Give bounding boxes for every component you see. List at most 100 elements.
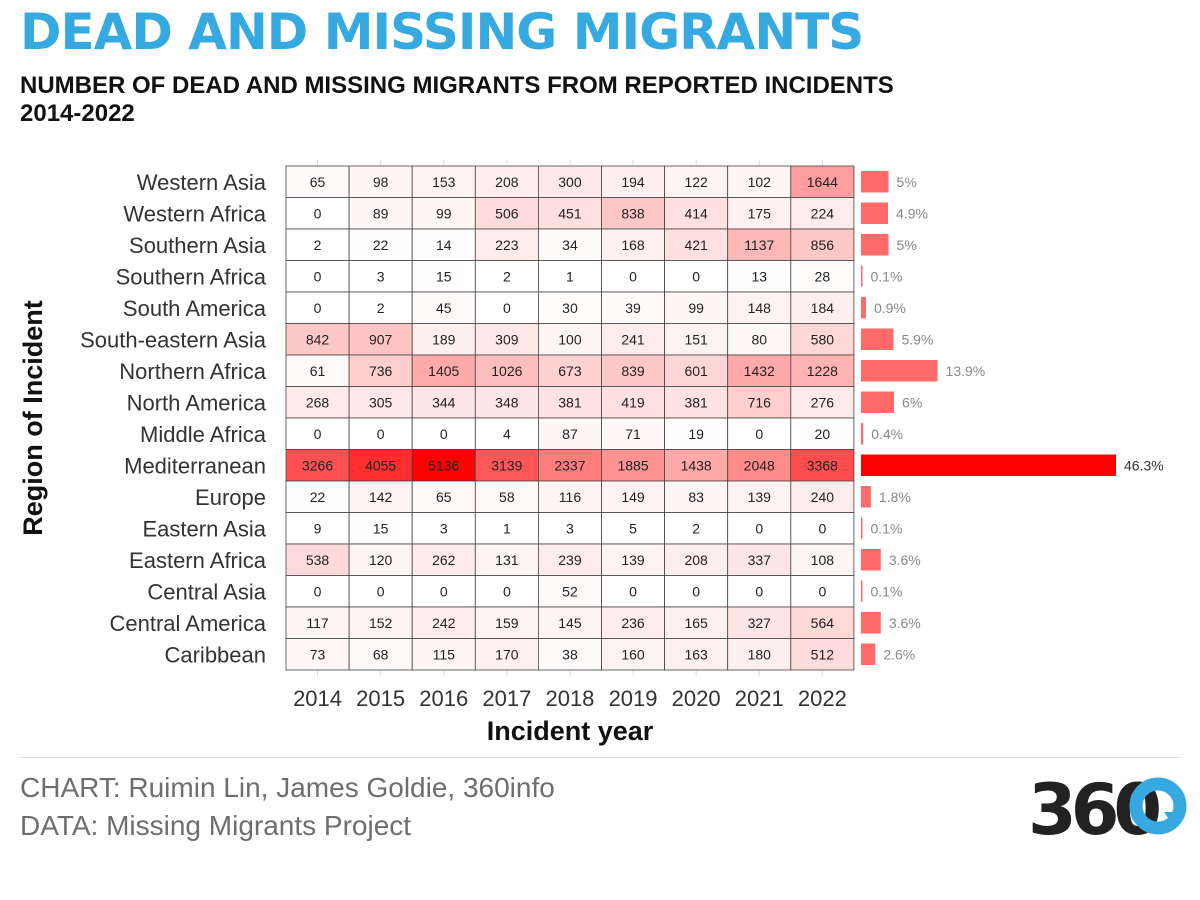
heatmap-cell[interactable] xyxy=(348,449,413,482)
heatmap-cell[interactable] xyxy=(664,638,729,671)
heatmap-cell[interactable] xyxy=(727,323,792,356)
share-bar[interactable] xyxy=(861,328,894,351)
heatmap-cell[interactable] xyxy=(790,197,855,230)
heatmap-cell[interactable] xyxy=(348,354,413,387)
share-bar[interactable] xyxy=(861,517,863,540)
heatmap-cell[interactable] xyxy=(411,480,476,513)
heatmap-cell[interactable] xyxy=(474,228,539,261)
heatmap-cell[interactable] xyxy=(790,575,855,608)
share-bar[interactable] xyxy=(861,360,938,382)
heatmap-cell[interactable] xyxy=(790,228,855,261)
heatmap-cell[interactable] xyxy=(790,354,855,387)
heatmap-cell[interactable] xyxy=(664,480,729,513)
heatmap-cell[interactable] xyxy=(727,449,792,482)
share-bar[interactable] xyxy=(861,171,889,193)
heatmap-cell[interactable] xyxy=(601,228,665,261)
heatmap-cell[interactable] xyxy=(411,606,476,639)
heatmap-cell[interactable] xyxy=(348,228,413,261)
heatmap-cell[interactable] xyxy=(474,165,539,198)
heatmap-cell[interactable] xyxy=(790,512,855,545)
heatmap-cell[interactable] xyxy=(474,260,539,293)
share-bar[interactable] xyxy=(861,265,863,288)
heatmap-cell[interactable] xyxy=(538,606,602,639)
heatmap-cell[interactable] xyxy=(538,354,602,387)
heatmap-cell[interactable] xyxy=(790,323,855,356)
heatmap-cell[interactable] xyxy=(790,260,855,293)
heatmap-cell[interactable] xyxy=(790,165,855,198)
heatmap-cell[interactable] xyxy=(601,575,665,608)
heatmap-cell[interactable] xyxy=(601,638,665,671)
heatmap-cell[interactable] xyxy=(601,512,665,545)
heatmap-cell[interactable] xyxy=(285,512,350,545)
heatmap-cell[interactable] xyxy=(727,575,792,608)
heatmap-cell[interactable] xyxy=(348,323,413,356)
share-bar[interactable] xyxy=(861,202,888,225)
share-bar[interactable] xyxy=(861,234,889,256)
heatmap-cell[interactable] xyxy=(664,228,729,261)
heatmap-cell[interactable] xyxy=(411,417,476,450)
heatmap-cell[interactable] xyxy=(411,543,476,576)
heatmap-cell[interactable] xyxy=(538,165,602,198)
heatmap-cell[interactable] xyxy=(538,260,602,293)
heatmap-cell[interactable] xyxy=(664,165,729,198)
heatmap-cell[interactable] xyxy=(474,323,539,356)
heatmap-cell[interactable] xyxy=(285,575,350,608)
heatmap-cell[interactable] xyxy=(474,575,539,608)
share-bar[interactable] xyxy=(861,549,881,571)
heatmap-cell[interactable] xyxy=(601,291,665,324)
360info-logo[interactable]: 360 xyxy=(1028,768,1188,848)
heatmap-cell[interactable] xyxy=(348,543,413,576)
heatmap-cell[interactable] xyxy=(727,165,792,198)
share-bar[interactable] xyxy=(861,486,871,508)
share-bar[interactable] xyxy=(861,612,881,634)
heatmap-cell[interactable] xyxy=(664,386,729,419)
share-bar[interactable] xyxy=(861,391,895,414)
heatmap-cell[interactable] xyxy=(538,386,602,419)
heatmap-cell[interactable] xyxy=(664,323,729,356)
heatmap-cell[interactable] xyxy=(285,606,350,639)
heatmap-cell[interactable] xyxy=(348,417,413,450)
heatmap-cell[interactable] xyxy=(348,386,413,419)
share-bar[interactable] xyxy=(861,423,864,445)
heatmap-cell[interactable] xyxy=(348,480,413,513)
heatmap-cell[interactable] xyxy=(601,354,665,387)
heatmap-cell[interactable] xyxy=(411,512,476,545)
heatmap-cell[interactable] xyxy=(538,543,602,576)
heatmap-cell[interactable] xyxy=(285,323,350,356)
heatmap-cell[interactable] xyxy=(474,512,539,545)
heatmap-cell[interactable] xyxy=(474,480,539,513)
heatmap-cell[interactable] xyxy=(348,638,413,671)
share-bar[interactable] xyxy=(861,643,876,666)
heatmap-cell[interactable] xyxy=(664,512,729,545)
heatmap-cell[interactable] xyxy=(727,638,792,671)
heatmap-cell[interactable] xyxy=(664,543,729,576)
share-bar[interactable] xyxy=(861,454,1116,477)
heatmap-cell[interactable] xyxy=(664,417,729,450)
heatmap-cell[interactable] xyxy=(727,543,792,576)
heatmap-cell[interactable] xyxy=(285,638,350,671)
heatmap-cell[interactable] xyxy=(601,386,665,419)
heatmap-cell[interactable] xyxy=(727,606,792,639)
heatmap-cell[interactable] xyxy=(474,638,539,671)
heatmap-cell[interactable] xyxy=(790,638,855,671)
heatmap-cell[interactable] xyxy=(538,575,602,608)
heatmap-cell[interactable] xyxy=(411,260,476,293)
heatmap-cell[interactable] xyxy=(601,606,665,639)
heatmap-cell[interactable] xyxy=(727,354,792,387)
heatmap-cell[interactable] xyxy=(538,228,602,261)
heatmap-cell[interactable] xyxy=(411,197,476,230)
heatmap-cell[interactable] xyxy=(664,575,729,608)
heatmap-cell[interactable] xyxy=(411,354,476,387)
heatmap-cell[interactable] xyxy=(348,512,413,545)
share-bar[interactable] xyxy=(861,297,866,319)
heatmap-cell[interactable] xyxy=(538,480,602,513)
heatmap-cell[interactable] xyxy=(538,323,602,356)
heatmap-cell[interactable] xyxy=(474,386,539,419)
share-bar[interactable] xyxy=(861,580,863,603)
heatmap-cell[interactable] xyxy=(664,449,729,482)
heatmap-cell[interactable] xyxy=(790,291,855,324)
heatmap-cell[interactable] xyxy=(285,260,350,293)
heatmap-cell[interactable] xyxy=(411,228,476,261)
heatmap-cell[interactable] xyxy=(411,165,476,198)
heatmap-cell[interactable] xyxy=(664,354,729,387)
